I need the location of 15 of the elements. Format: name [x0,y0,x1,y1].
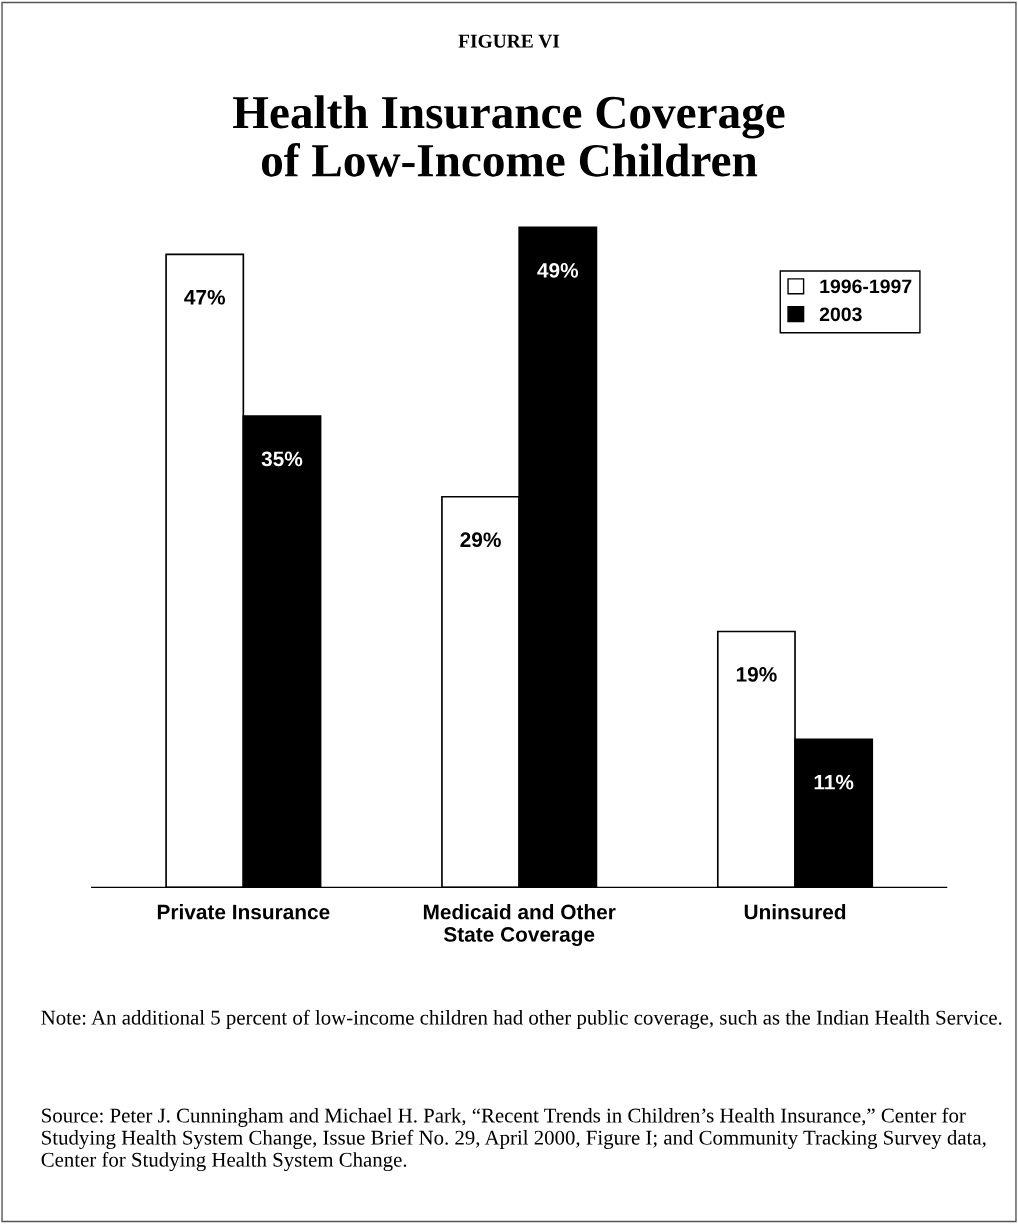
data-label: 47% [184,289,226,305]
chart-title: Health Insurance Coverage of Low-Income Children [233,95,785,177]
legend-label: 1996-1997 [820,279,912,294]
data-label: 29% [460,532,501,548]
text: Note: An additional 5 percent of low-income children had other public coverage, such as the Indian Health Service. [41,1009,1002,1029]
data-label: 19% [736,667,777,682]
x-tick-label: Uninsured [744,904,846,920]
legend-label: 2003 [819,307,862,322]
data-label: 11% [814,774,854,790]
x-tick-label: Medicaid and Other State Coverage [423,904,616,947]
chart-subtitle: FIGURE VI [458,34,560,48]
source-note: Source: Peter J. Cunningham and Michael H. Park, “Recent Trends in Children’s Health Insurance,” Center for Studying Health System Change, Issue Brief No. 29, April 2000, Figure I; and Community Tracking Survey data, Center for Studying Health System Change. [41,1107,986,1172]
data-label: 35% [261,451,303,467]
data-label: 49% [537,262,579,278]
x-tick-label: Private Insurance [157,904,330,920]
